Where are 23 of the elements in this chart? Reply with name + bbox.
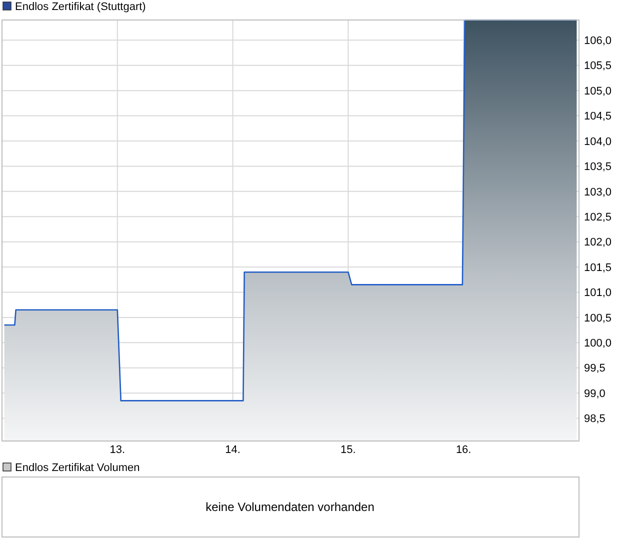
x-tick-label: 16. [456, 444, 472, 456]
y-tick-label: 101,5 [584, 262, 612, 274]
y-tick-label: 103,0 [584, 186, 612, 198]
x-tick-label: 13. [110, 444, 126, 456]
y-tick-label: 102,5 [584, 211, 612, 224]
y-tick-label: 101,0 [584, 287, 612, 300]
y-tick-label: 100,0 [584, 338, 612, 350]
y-tick-label: 99,5 [584, 362, 606, 375]
x-tick-label: 15. [340, 444, 356, 456]
y-tick-label: 104,5 [584, 110, 612, 123]
text: keine Volumendaten vorhanden [206, 500, 374, 514]
y-tick-label: 100,5 [584, 312, 612, 324]
y-tick-label: 103,5 [584, 161, 612, 174]
text: Endlos Zertifikat Volumen [15, 462, 140, 474]
y-tick-label: 106,0 [584, 35, 612, 48]
x-tick-label: 14. [225, 444, 240, 456]
y-tick-label: 98,5 [584, 413, 606, 426]
y-tick-label: 105,5 [584, 60, 612, 72]
y-tick-label: 99,0 [584, 388, 606, 400]
y-tick-label: 102,0 [584, 236, 612, 249]
chart-title: Endlos Zertifikat (Stuttgart) [15, 1, 146, 13]
y-tick-label: 104,0 [584, 136, 612, 148]
y-tick-label: 105,0 [584, 85, 612, 98]
